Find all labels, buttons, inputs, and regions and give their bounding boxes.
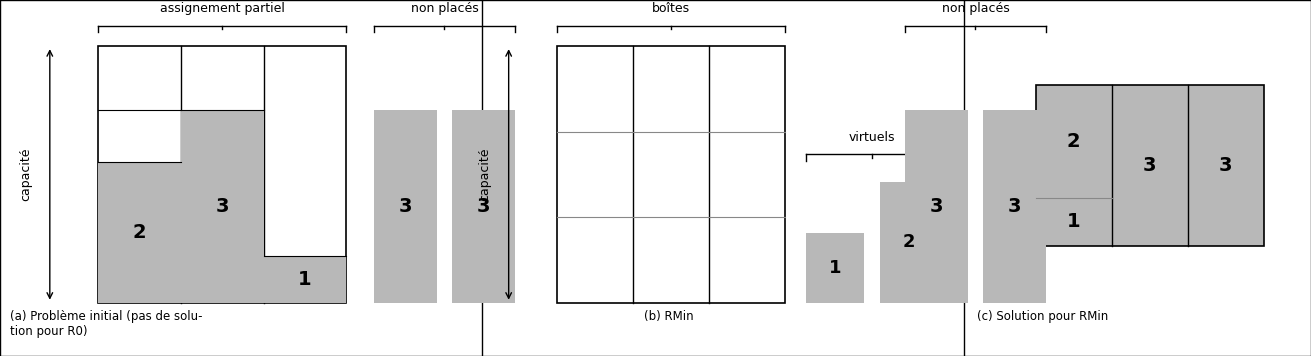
- Bar: [264, 256, 346, 303]
- Text: assignement partiel: assignement partiel: [160, 2, 284, 15]
- Bar: [374, 110, 437, 303]
- Text: virtuels: virtuels: [848, 131, 895, 144]
- Text: 2: 2: [132, 222, 147, 242]
- Bar: [557, 46, 785, 303]
- Text: 3: 3: [399, 197, 412, 216]
- Bar: [181, 110, 264, 303]
- Text: (c) Solution pour RMin: (c) Solution pour RMin: [977, 310, 1108, 323]
- Text: 3: 3: [1219, 156, 1232, 175]
- Text: boîtes: boîtes: [652, 2, 691, 15]
- Text: 3: 3: [1008, 197, 1021, 216]
- Bar: [452, 110, 515, 303]
- Bar: [905, 110, 968, 303]
- Text: non placés: non placés: [410, 2, 479, 15]
- Text: capacité: capacité: [479, 148, 492, 201]
- Text: 1: 1: [298, 270, 312, 289]
- Text: 1: 1: [1067, 213, 1080, 231]
- Bar: [1036, 85, 1264, 246]
- Text: 1: 1: [829, 259, 842, 277]
- Text: non placés: non placés: [941, 2, 1009, 15]
- Bar: [880, 182, 937, 303]
- Bar: [806, 234, 864, 303]
- Text: 3: 3: [215, 197, 229, 216]
- Text: (b) RMin: (b) RMin: [644, 310, 694, 323]
- Text: 2: 2: [902, 234, 915, 251]
- Bar: [983, 110, 1046, 303]
- Text: 2: 2: [1067, 132, 1080, 151]
- Text: 3: 3: [1143, 156, 1156, 175]
- Text: 3: 3: [477, 197, 490, 216]
- Text: capacité: capacité: [20, 148, 33, 201]
- Text: (a) Problème initial (pas de solu-
tion pour R0): (a) Problème initial (pas de solu- tion …: [10, 310, 203, 338]
- Bar: [98, 162, 181, 303]
- Text: 3: 3: [929, 197, 943, 216]
- Bar: [98, 46, 346, 303]
